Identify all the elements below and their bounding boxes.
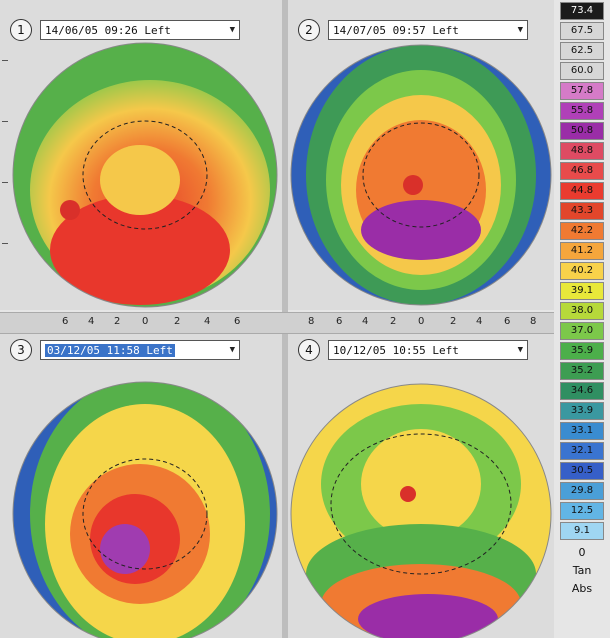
panel-number-badge: 3	[10, 339, 32, 361]
legend-swatch: 44.8	[560, 182, 604, 200]
chevron-down-icon: ▼	[229, 345, 235, 355]
topography-map[interactable]	[0, 0, 282, 310]
scale-tick: 0	[142, 316, 149, 327]
legend-swatch: 9.1	[560, 522, 604, 540]
legend-swatch: 55.8	[560, 102, 604, 120]
legend-swatch: 39.1	[560, 282, 604, 300]
legend-swatch: 33.9	[560, 402, 604, 420]
chevron-down-icon: ▼	[229, 25, 235, 35]
legend-swatch: 41.2	[560, 242, 604, 260]
scale-tick: 2	[174, 316, 181, 327]
legend-swatch: 42.2	[560, 222, 604, 240]
legend-swatch: 37.0	[560, 322, 604, 340]
legend-abs-label: Abs	[571, 582, 593, 595]
scale-tick: 0	[418, 316, 425, 327]
exam-select[interactable]: 14/07/05 09:57 Left ▼	[328, 20, 528, 40]
scale-tick: 6	[336, 316, 343, 327]
legend-tan-label: Tan	[572, 564, 592, 577]
legend-swatch: 29.8	[560, 482, 604, 500]
chevron-down-icon: ▼	[517, 25, 523, 35]
panel-number-badge: 4	[298, 339, 320, 361]
map-panel-4[interactable]: 4 10/12/05 10:55 Left ▼	[288, 334, 554, 638]
legend-zero-label: 0	[578, 546, 586, 559]
scale-tick: 4	[362, 316, 369, 327]
legend-swatch: 46.8	[560, 162, 604, 180]
scale-tick: 6	[504, 316, 511, 327]
chevron-down-icon: ▼	[517, 345, 523, 355]
legend-swatch: 12.5	[560, 502, 604, 520]
scale-tick: 4	[88, 316, 95, 327]
panel-number-badge: 2	[298, 19, 320, 41]
topography-map[interactable]	[288, 334, 554, 638]
y-ticks	[2, 60, 10, 300]
exam-select-value: 10/12/05 10:55 Left	[333, 343, 459, 357]
legend-swatch: 43.3	[560, 202, 604, 220]
exam-select-value: 03/12/05 11:58 Left	[45, 343, 175, 357]
map-panel-2[interactable]: 2 14/07/05 09:57 Left ▼	[288, 0, 554, 310]
panel-header: 1 14/06/05 09:26 Left ▼	[10, 18, 240, 42]
mm-scale-bar: 6 4 2 0 2 4 6 8 6 4 2 0 2 4 6 8	[0, 312, 554, 334]
scale-tick: 6	[62, 316, 69, 327]
legend-swatch: 67.5	[560, 22, 604, 40]
scale-tick: 8	[308, 316, 315, 327]
legend-swatch: 35.9	[560, 342, 604, 360]
exam-select-value: 14/07/05 09:57 Left	[333, 23, 459, 37]
map-panel-3[interactable]: 3 03/12/05 11:58 Left ▼	[0, 334, 282, 638]
panel-number-badge: 1	[10, 19, 32, 41]
exam-select[interactable]: 14/06/05 09:26 Left ▼	[40, 20, 240, 40]
legend-swatch: 40.2	[560, 262, 604, 280]
scale-tick: 4	[476, 316, 483, 327]
topography-map[interactable]	[288, 0, 554, 310]
panel-header: 3 03/12/05 11:58 Left ▼	[10, 338, 240, 362]
color-scale-legend: 73.4 67.5 62.5 60.0 57.8 55.8 50.8 48.8 46.8 44.8…	[560, 2, 606, 638]
legend-swatch: 62.5	[560, 42, 604, 60]
legend-swatch: 38.0	[560, 302, 604, 320]
scale-tick: 2	[450, 316, 457, 327]
legend-swatch: 30.5	[560, 462, 604, 480]
scale-tick: 6	[234, 316, 241, 327]
legend-swatch: 32.1	[560, 442, 604, 460]
exam-select[interactable]: 03/12/05 11:58 Left ▼	[40, 340, 240, 360]
legend-swatch: 50.8	[560, 122, 604, 140]
scale-tick: 4	[204, 316, 211, 327]
scale-tick: 2	[390, 316, 397, 327]
legend-swatch: 57.8	[560, 82, 604, 100]
legend-swatch: 48.8	[560, 142, 604, 160]
legend-swatch: 60.0	[560, 62, 604, 80]
scale-tick: 8	[530, 316, 537, 327]
legend-swatch: 73.4	[560, 2, 604, 20]
topography-map[interactable]	[0, 334, 282, 638]
legend-swatch: 33.1	[560, 422, 604, 440]
panel-header: 4 10/12/05 10:55 Left ▼	[298, 338, 528, 362]
exam-select[interactable]: 10/12/05 10:55 Left ▼	[328, 340, 528, 360]
panel-header: 2 14/07/05 09:57 Left ▼	[298, 18, 528, 42]
map-panel-1[interactable]: 1 14/06/05 09:26 Left ▼	[0, 0, 282, 310]
scale-tick: 2	[114, 316, 121, 327]
legend-swatch: 35.2	[560, 362, 604, 380]
exam-select-value: 14/06/05 09:26 Left	[45, 23, 171, 37]
legend-swatch: 34.6	[560, 382, 604, 400]
